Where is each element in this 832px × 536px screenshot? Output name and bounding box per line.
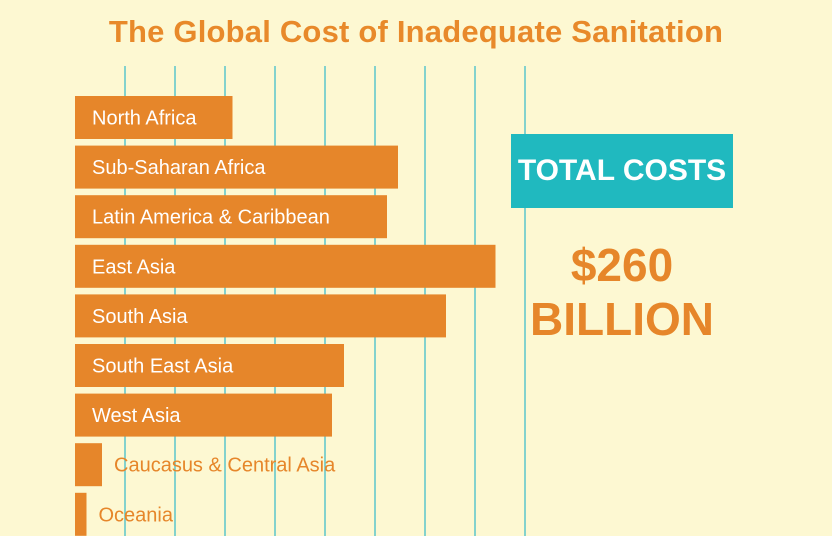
bar-label: Latin America & Caribbean: [92, 207, 330, 229]
bar-label: West Asia: [92, 405, 181, 427]
bar-label: South East Asia: [92, 356, 234, 378]
bar-label: East Asia: [92, 256, 176, 278]
total-costs-badge: TOTAL COSTS: [511, 134, 733, 208]
chart-title: The Global Cost of Inadequate Sanitation: [108, 14, 724, 49]
bar: [75, 393, 332, 437]
bar-label: South Asia: [92, 306, 189, 328]
bar: [75, 195, 387, 239]
bar: [75, 96, 233, 139]
bar-label: North Africa: [92, 108, 197, 130]
bar-label: Caucasus & Central Asia: [114, 455, 336, 477]
bar: [75, 145, 398, 189]
bar: [75, 244, 496, 288]
bar: [75, 492, 87, 536]
bar-label: Sub-Saharan Africa: [92, 157, 266, 179]
total-unit: BILLION: [530, 293, 714, 345]
bar-label: Oceania: [99, 504, 174, 526]
bar: [75, 344, 344, 387]
total-amount: $260: [570, 239, 674, 291]
bar: [75, 443, 102, 487]
total-costs-value: $260 BILLION: [511, 238, 733, 346]
bar: [75, 294, 446, 338]
total-costs-label: TOTAL COSTS: [517, 154, 727, 187]
